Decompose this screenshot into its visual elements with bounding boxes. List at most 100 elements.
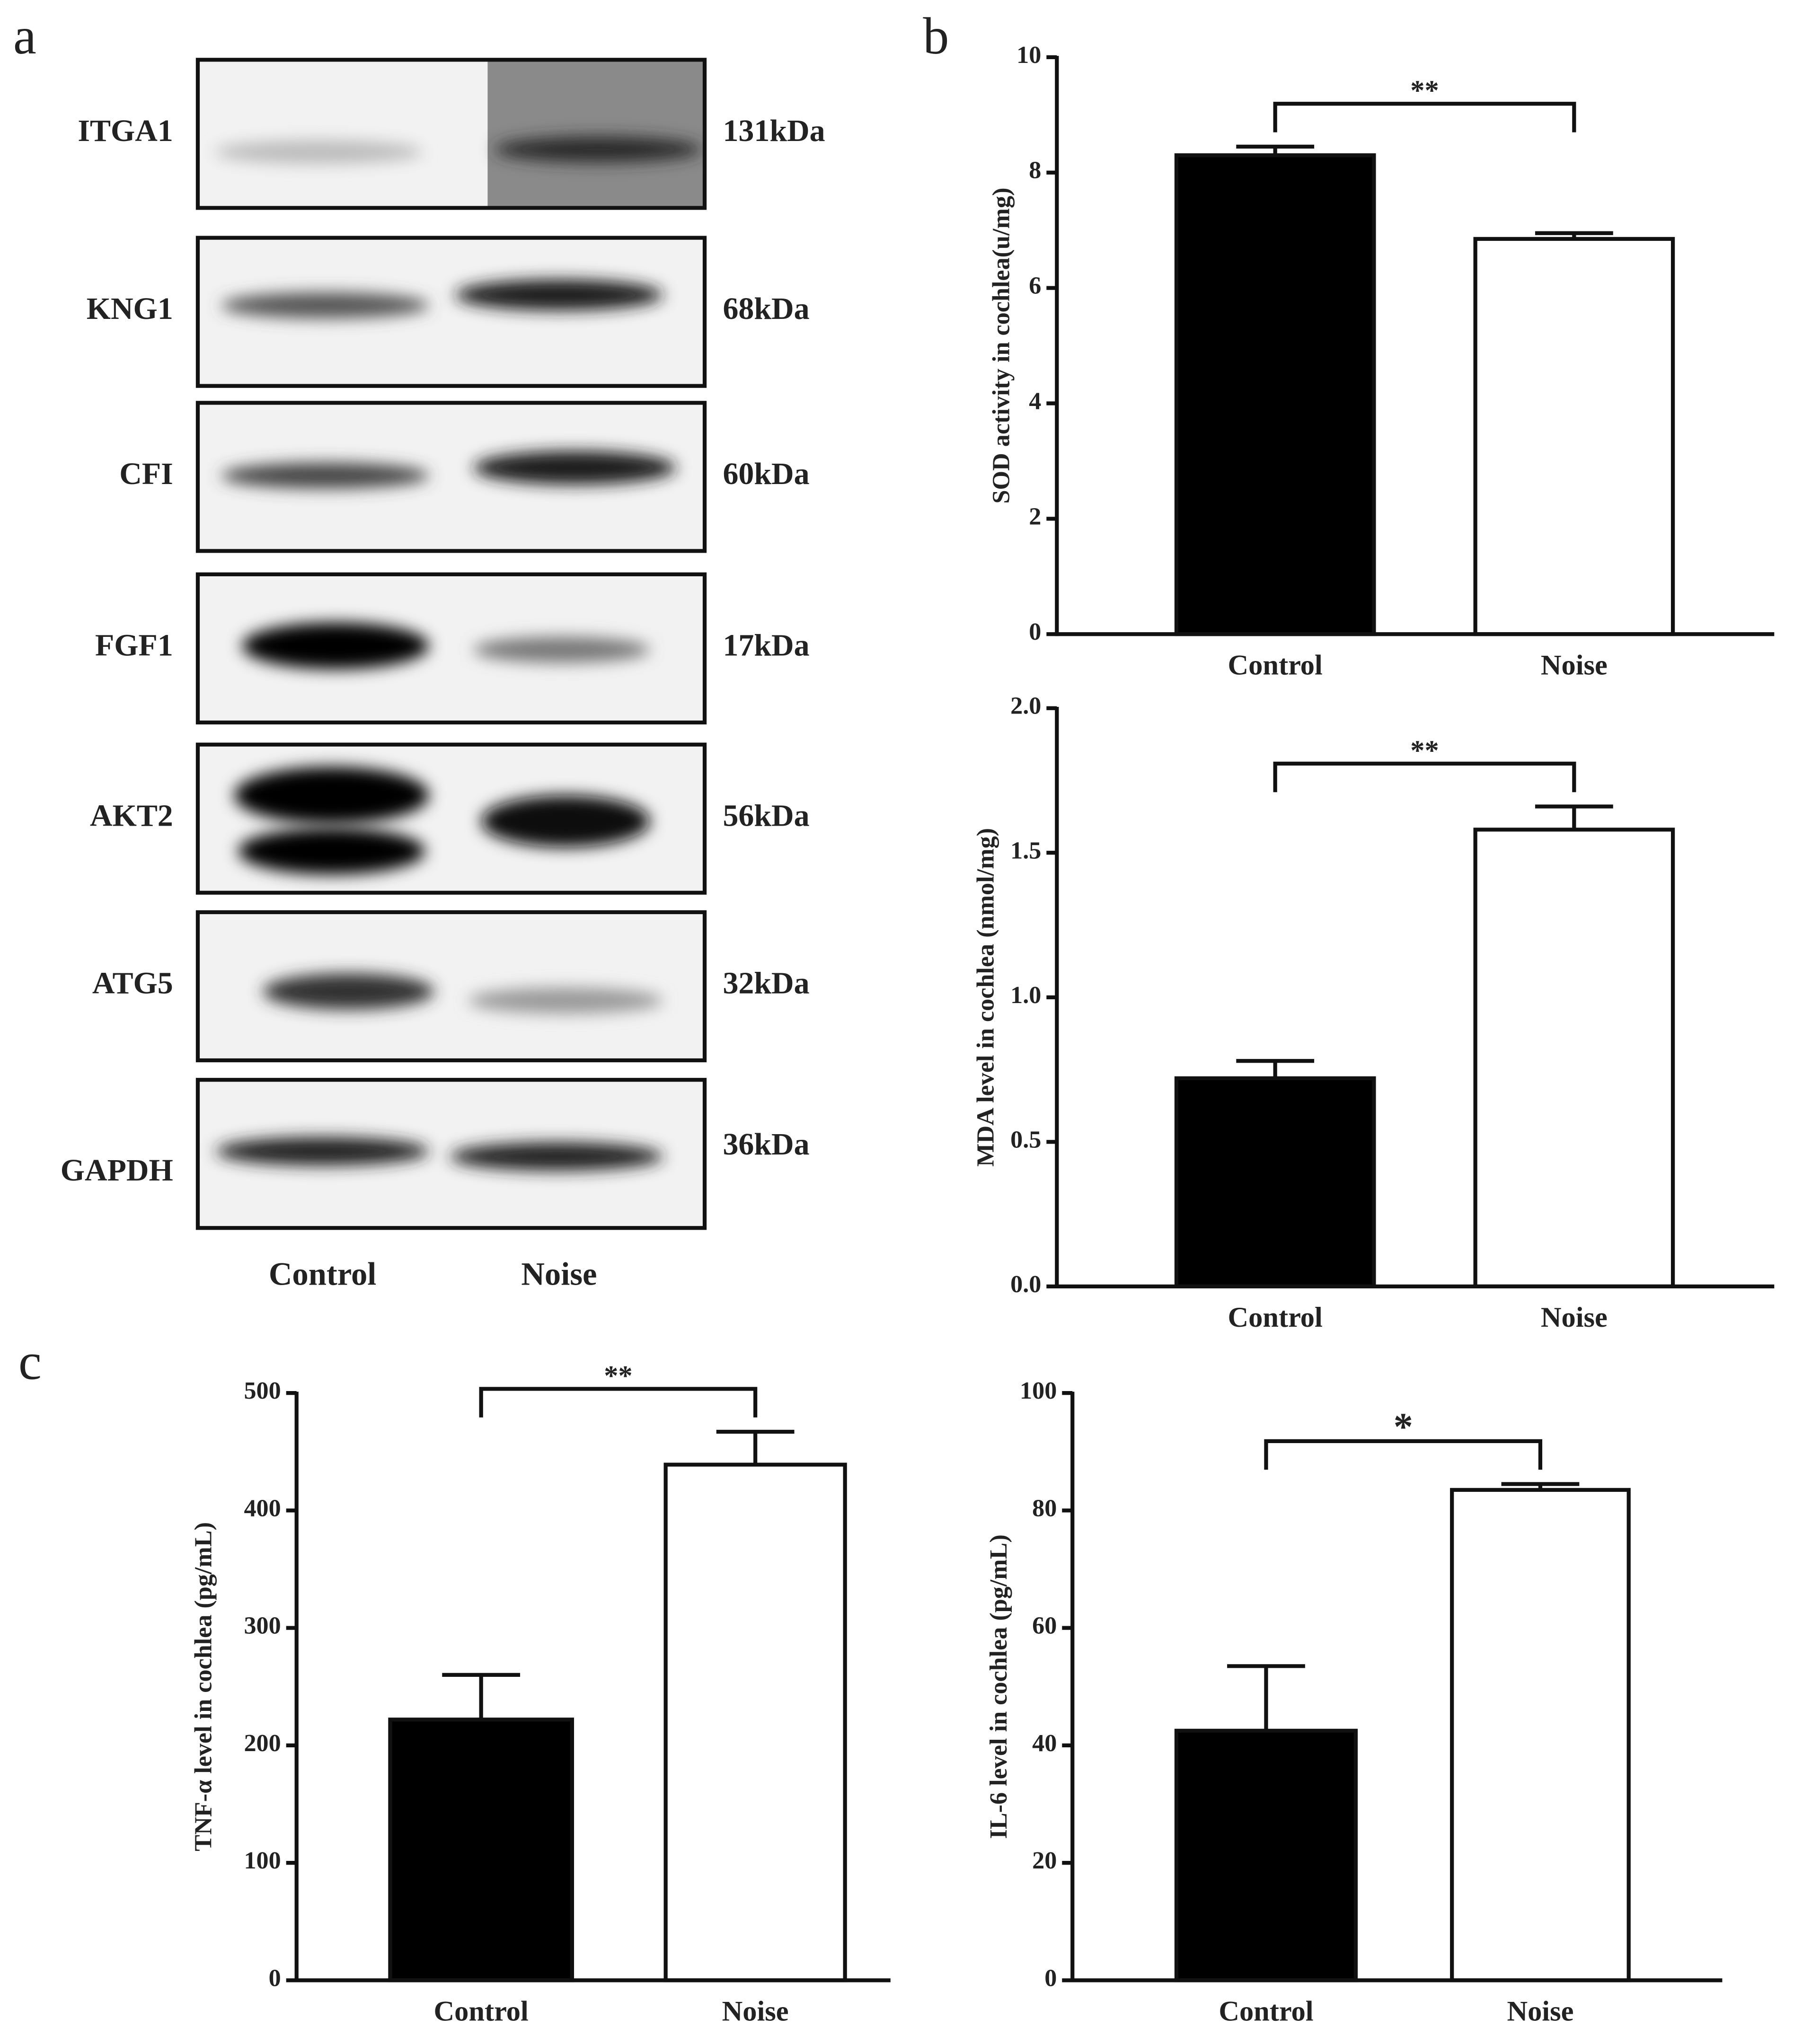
blot-row: ITGA1 131kDa [78, 58, 825, 210]
y-tick-label: 1.0 [1010, 982, 1041, 1009]
blot-row: GAPDH 36kDa [61, 1078, 810, 1230]
x-tick-label: Noise [1541, 649, 1608, 681]
protein-label: ATG5 [92, 966, 173, 1001]
blot-image [197, 574, 705, 722]
blot-band [468, 987, 663, 1014]
x-tick-label: Control [1228, 1302, 1323, 1333]
blot-frame [195, 1078, 707, 1230]
blot-row: AKT2 56kDa [90, 742, 810, 895]
y-tick-label: 20 [1032, 1847, 1057, 1874]
significance-bracket [479, 1387, 758, 1418]
y-tick-label: 100 [244, 1847, 281, 1874]
y-tick-label: 300 [244, 1612, 281, 1639]
y-tick-label: 10 [1016, 42, 1041, 69]
blot-row: FGF1 17kDa [95, 572, 810, 725]
blot-band [263, 973, 434, 1010]
blot-frame [195, 58, 707, 210]
blot-band [473, 636, 650, 663]
y-tick-label: 4 [1029, 388, 1041, 414]
blot-band [242, 622, 429, 670]
lane-label: Control [269, 1256, 377, 1292]
blot-image [197, 744, 705, 893]
blot-frame [195, 910, 707, 1063]
y-tick-label: 400 [244, 1495, 281, 1522]
bar [1174, 153, 1376, 636]
significance-label: ** [1410, 75, 1439, 106]
y-axis-label: MDA level in cochlea (nmol/mg) [972, 828, 999, 1167]
x-tick-label: Control [434, 1996, 529, 2027]
size-label: 32kDa [723, 966, 809, 1001]
y-tick-label: 8 [1029, 157, 1041, 184]
size-label: 68kDa [723, 291, 809, 326]
y-axis-label: TNF-α level in cochlea (pg/mL) [190, 1522, 217, 1851]
protein-label: GAPDH [61, 1153, 173, 1188]
blot-image [197, 60, 705, 208]
y-axis-label: SOD activity in cochlea(u/mg) [988, 188, 1015, 504]
blot-band [234, 766, 429, 824]
x-tick-label: Noise [1507, 1996, 1573, 2027]
protein-label: ITGA1 [78, 114, 173, 148]
y-tick-label: 60 [1032, 1612, 1057, 1639]
significance-label: * [1394, 1405, 1413, 1448]
size-label: 131kDa [723, 114, 825, 148]
blot-band [214, 140, 423, 164]
y-tick-label: 0.0 [1010, 1271, 1041, 1298]
blot-band [481, 795, 650, 847]
protein-label: FGF1 [95, 628, 173, 663]
size-label: 17kDa [723, 628, 809, 663]
y-axis-label: IL-6 level in cochlea (pg/mL) [985, 1534, 1012, 1839]
blot-image [197, 238, 705, 386]
blot-band [473, 450, 676, 485]
blot-band [216, 1137, 429, 1166]
significance-label: ** [604, 1360, 632, 1392]
bar [1473, 828, 1675, 1289]
y-tick-label: 500 [244, 1377, 281, 1404]
blot-frame [195, 236, 707, 388]
y-tick-label: 6 [1029, 273, 1041, 300]
significance-label: ** [1410, 735, 1439, 766]
blot-frame [195, 401, 707, 553]
y-tick-label: 2 [1029, 503, 1041, 530]
protein-label: CFI [119, 457, 173, 491]
blot-row: CFI 60kDa [119, 401, 810, 553]
y-tick-label: 2.0 [1010, 693, 1041, 720]
protein-label: KNG1 [87, 291, 173, 326]
y-tick-label: 80 [1032, 1495, 1057, 1522]
blot-row: ATG5 32kDa [92, 910, 810, 1063]
panel-label: b [923, 7, 949, 65]
blot-band [221, 462, 429, 489]
bar [663, 1463, 847, 1982]
size-label: 36kDa [723, 1127, 809, 1162]
panel-label: c [18, 1332, 42, 1390]
y-tick-label: 100 [1020, 1377, 1057, 1404]
y-tick-label: 0 [1044, 1965, 1057, 1991]
y-tick-label: 200 [244, 1730, 281, 1757]
size-label: 56kDa [723, 798, 809, 833]
blot-image [197, 403, 705, 551]
blot-band [450, 1142, 663, 1171]
blot-band [494, 136, 702, 163]
x-tick-label: Noise [722, 1996, 789, 2027]
lane-label: Noise [521, 1256, 597, 1292]
blot-band [455, 279, 663, 311]
blot-band [238, 828, 425, 875]
significance-bracket [1273, 102, 1576, 132]
panel-label: a [13, 7, 36, 65]
y-tick-label: 0 [269, 1965, 281, 1991]
y-tick-label: 0 [1029, 618, 1041, 645]
bar [1174, 1728, 1358, 1982]
blot-band [221, 292, 429, 318]
blot-frame [195, 572, 707, 725]
significance-bracket [1264, 1439, 1543, 1470]
blot-frame [195, 742, 707, 895]
blot-row: KNG1 68kDa [87, 236, 810, 388]
blot-image [197, 1080, 705, 1228]
blot-bg [487, 60, 705, 208]
bar [388, 1718, 574, 1982]
protein-label: AKT2 [90, 798, 173, 833]
x-tick-label: Noise [1541, 1302, 1608, 1333]
y-tick-label: 0.5 [1010, 1126, 1041, 1153]
size-label: 60kDa [723, 457, 809, 491]
bar [1174, 1076, 1376, 1289]
